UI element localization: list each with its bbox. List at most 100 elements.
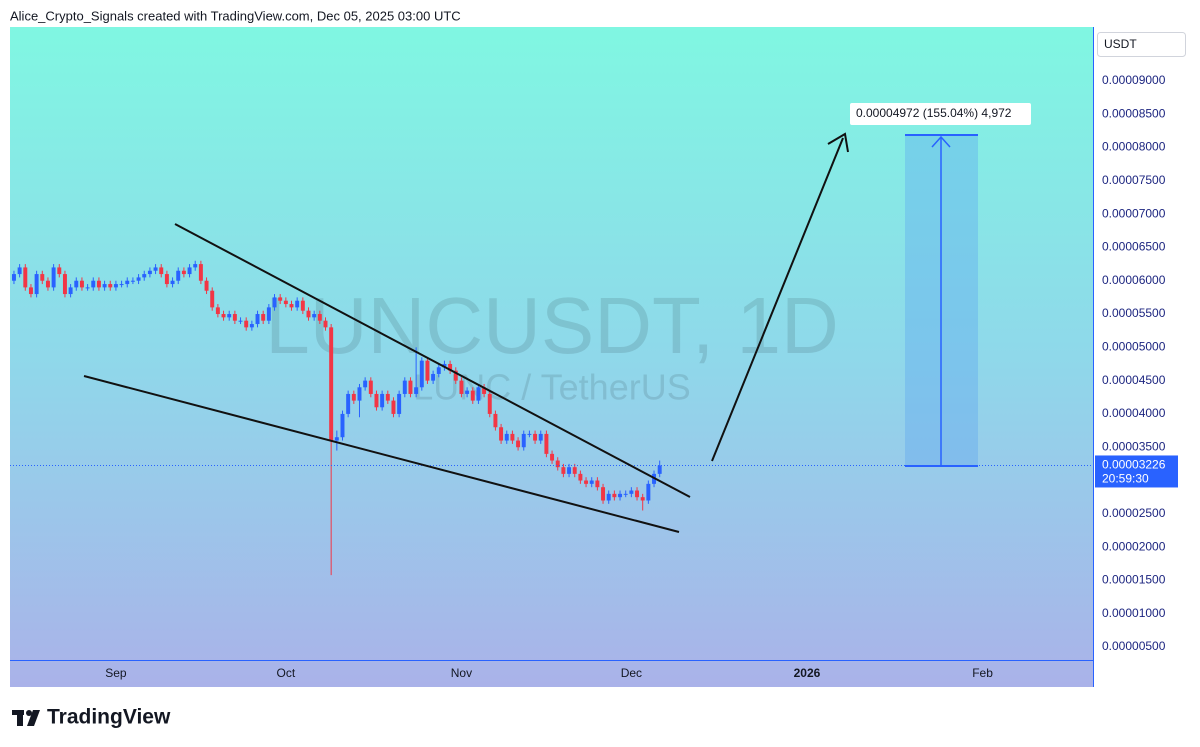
brand-name: TradingView <box>47 706 171 729</box>
candle-body <box>238 320 243 322</box>
candle-body <box>402 380 407 394</box>
candle-body <box>181 270 186 275</box>
candle-body <box>470 390 475 401</box>
y-tick-label: 0.00000500 <box>1102 639 1166 653</box>
candle-body <box>368 380 373 394</box>
candle-body <box>289 304 294 308</box>
candle-body <box>521 433 526 448</box>
y-tick-label: 0.00001000 <box>1102 606 1166 620</box>
candle-body <box>363 380 368 388</box>
candle-body <box>45 280 50 288</box>
candle-body <box>351 393 356 401</box>
measure-label-box <box>850 103 1031 125</box>
brand-logo: TradingView <box>12 706 171 729</box>
x-tick-label: Nov <box>451 666 472 680</box>
candle-body <box>255 314 260 325</box>
candle-body <box>187 267 192 275</box>
candle-body <box>57 267 62 275</box>
candle-body <box>51 267 56 288</box>
candle-body <box>436 367 441 374</box>
currency-box[interactable] <box>1097 32 1186 57</box>
y-tick-label: 0.00006000 <box>1102 273 1166 287</box>
candle-body <box>142 274 147 278</box>
candle-body <box>147 270 152 275</box>
y-tick-label: 0.00005000 <box>1102 340 1166 354</box>
y-tick-label: 0.00002000 <box>1102 539 1166 553</box>
candle-body <box>85 287 90 289</box>
candle-body <box>40 274 45 281</box>
plot-background <box>10 27 1093 687</box>
candle-body <box>555 460 560 468</box>
candle-body <box>374 393 379 408</box>
candle-body <box>232 314 237 321</box>
candle-body <box>23 267 28 288</box>
projection-arrow <box>711 137 844 462</box>
candle-body <box>640 497 645 501</box>
y-tick-label: 0.00008000 <box>1102 140 1166 154</box>
candle-body <box>425 360 430 381</box>
candle-body <box>414 387 419 394</box>
candle-body <box>635 490 640 498</box>
axes: 0.00000500 0.00001000 0.00001500 0.00002000… <box>105 73 1178 680</box>
candle-body <box>176 270 181 281</box>
price-axis-background <box>1094 27 1200 687</box>
candle-body <box>79 280 84 288</box>
candle-body <box>170 280 175 285</box>
candle-body <box>210 290 215 308</box>
candle-body <box>221 314 226 318</box>
candle-body <box>465 390 470 394</box>
candle-body <box>334 437 339 441</box>
x-tick-label: Oct <box>277 666 296 680</box>
measure-arrowhead <box>931 135 951 148</box>
candle-body <box>68 287 73 295</box>
y-tick-label: 0.00007500 <box>1102 173 1166 187</box>
x-tick-label: Feb <box>972 666 993 680</box>
candle-body <box>164 274 169 285</box>
candle-body <box>482 387 487 394</box>
candle-body <box>657 465 662 474</box>
candle-body <box>538 433 543 441</box>
trendline-upper <box>174 223 691 498</box>
candle-body <box>34 274 39 295</box>
y-tick-label: 0.00007000 <box>1102 206 1166 220</box>
last-price-label: 0.00003226 <box>1102 458 1166 472</box>
candle-body <box>295 300 300 308</box>
candle-body <box>113 284 118 288</box>
candle-body <box>329 327 334 441</box>
candle-body <box>612 493 617 498</box>
candle-body <box>28 287 33 295</box>
candle-body <box>283 300 288 305</box>
candle-body <box>215 307 220 315</box>
y-tick-label: 0.00008500 <box>1102 106 1166 120</box>
candle-body <box>487 393 492 414</box>
candle-body <box>17 267 22 275</box>
candle-body <box>431 373 436 381</box>
candle-body <box>459 380 464 394</box>
watermark-symbol: LUNCUSDT, 1D <box>265 281 838 370</box>
candle-body <box>130 280 135 282</box>
candle-body <box>567 467 572 474</box>
y-tick-label: 0.00004500 <box>1102 373 1166 387</box>
header-text: Alice_Crypto_Signals created with Tradin… <box>10 8 461 23</box>
candle-body <box>108 284 113 288</box>
candle-body <box>119 284 124 286</box>
candle-body <box>589 480 594 484</box>
candle-body <box>306 310 311 318</box>
candle-body <box>385 393 390 401</box>
candle-body <box>584 480 589 484</box>
candle-body <box>397 393 402 414</box>
candle-body <box>448 363 453 371</box>
candle-body <box>493 413 498 428</box>
last-price-box <box>1095 455 1178 488</box>
y-tick-label: 0.00005500 <box>1102 306 1166 320</box>
candle-body <box>595 480 600 488</box>
candle-body <box>102 284 107 288</box>
candle-body <box>249 324 254 328</box>
logo-stem <box>17 710 23 726</box>
candle-body <box>578 473 583 481</box>
candle-body <box>606 493 611 501</box>
candle-body <box>499 427 504 441</box>
candle-body <box>510 433 515 441</box>
y-tick-label: 0.00006500 <box>1102 240 1166 254</box>
